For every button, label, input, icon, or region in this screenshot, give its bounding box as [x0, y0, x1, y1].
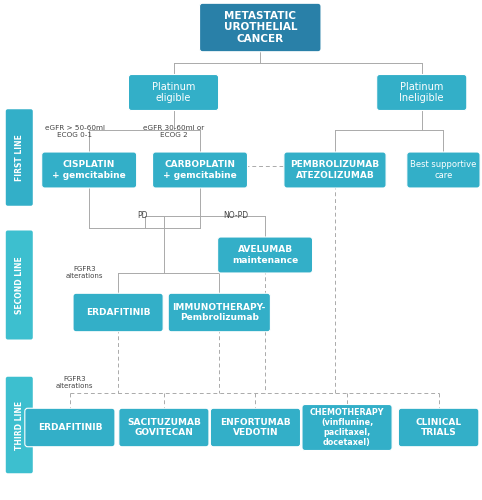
FancyBboxPatch shape — [398, 408, 479, 447]
Text: eGFR > 50-60ml
ECOG 0-1: eGFR > 50-60ml ECOG 0-1 — [45, 125, 105, 138]
FancyBboxPatch shape — [210, 408, 301, 447]
Text: Best supportive
care: Best supportive care — [410, 160, 477, 180]
Text: ERDAFITINIB: ERDAFITINIB — [38, 423, 102, 432]
Text: CLINICAL
TRIALS: CLINICAL TRIALS — [415, 418, 462, 437]
FancyBboxPatch shape — [41, 152, 137, 188]
Text: CARBOPLATIN
+ gemcitabine: CARBOPLATIN + gemcitabine — [163, 160, 237, 180]
FancyBboxPatch shape — [407, 152, 480, 188]
FancyBboxPatch shape — [6, 377, 33, 473]
Text: ERDAFITINIB: ERDAFITINIB — [86, 308, 150, 317]
Text: eGFR 30-60ml or
ECOG 2: eGFR 30-60ml or ECOG 2 — [143, 125, 204, 138]
Text: PEMBROLIZUMAB
ATEZOLIZUMAB: PEMBROLIZUMAB ATEZOLIZUMAB — [291, 160, 379, 180]
Text: SACITUZUMAB
GOVITECAN: SACITUZUMAB GOVITECAN — [127, 418, 201, 437]
Text: FGFR3
alterations: FGFR3 alterations — [56, 376, 94, 389]
FancyBboxPatch shape — [302, 404, 392, 450]
Text: FGFR3
alterations: FGFR3 alterations — [66, 266, 103, 279]
Text: Platinum
Ineligible: Platinum Ineligible — [400, 82, 444, 103]
FancyBboxPatch shape — [218, 237, 313, 273]
Text: CISPLATIN
+ gemcitabine: CISPLATIN + gemcitabine — [52, 160, 126, 180]
Text: NO-PD: NO-PD — [224, 210, 249, 220]
FancyBboxPatch shape — [168, 293, 270, 332]
Text: METASTATIC
UROTHELIAL
CANCER: METASTATIC UROTHELIAL CANCER — [224, 12, 297, 44]
FancyBboxPatch shape — [6, 109, 33, 206]
Text: SECOND LINE: SECOND LINE — [15, 256, 24, 314]
FancyBboxPatch shape — [128, 74, 218, 110]
FancyBboxPatch shape — [6, 230, 33, 340]
Text: AVELUMAB
maintenance: AVELUMAB maintenance — [232, 246, 298, 264]
Text: ENFORTUMAB
VEDOTIN: ENFORTUMAB VEDOTIN — [220, 418, 291, 437]
FancyBboxPatch shape — [152, 152, 248, 188]
Text: FIRST LINE: FIRST LINE — [15, 134, 24, 181]
FancyBboxPatch shape — [119, 408, 209, 447]
Text: IMMUNOTHERAPY-
Pembrolizumab: IMMUNOTHERAPY- Pembrolizumab — [173, 303, 266, 322]
FancyBboxPatch shape — [377, 74, 467, 110]
FancyBboxPatch shape — [200, 4, 321, 52]
Text: PD: PD — [137, 210, 147, 220]
FancyBboxPatch shape — [73, 293, 163, 332]
FancyBboxPatch shape — [284, 152, 386, 188]
Text: CHEMOTHERAPY
(vinflunine,
paclitaxel,
docetaxel): CHEMOTHERAPY (vinflunine, paclitaxel, do… — [310, 408, 384, 447]
Text: Platinum
eligible: Platinum eligible — [152, 82, 195, 103]
Text: THIRD LINE: THIRD LINE — [15, 400, 24, 450]
FancyBboxPatch shape — [25, 408, 115, 447]
